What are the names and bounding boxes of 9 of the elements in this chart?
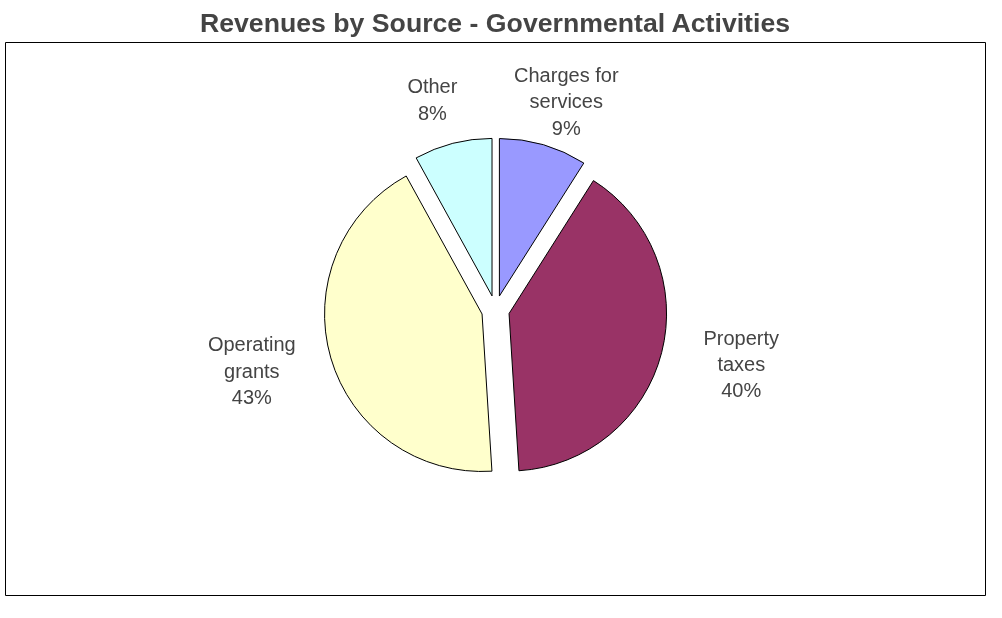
slice-label: Operating grants	[207, 333, 296, 382]
data-label: 43%	[231, 385, 273, 408]
chart-title: Revenues by Source - Governmental Activities	[199, 7, 791, 38]
slice-label: Other	[407, 75, 458, 98]
slice-label: Property taxes	[703, 326, 780, 375]
data-label: 8%	[417, 101, 448, 124]
data-label: 40%	[721, 379, 762, 402]
slice-label: Charges for services	[514, 63, 619, 113]
data-label: 9%	[551, 116, 581, 139]
